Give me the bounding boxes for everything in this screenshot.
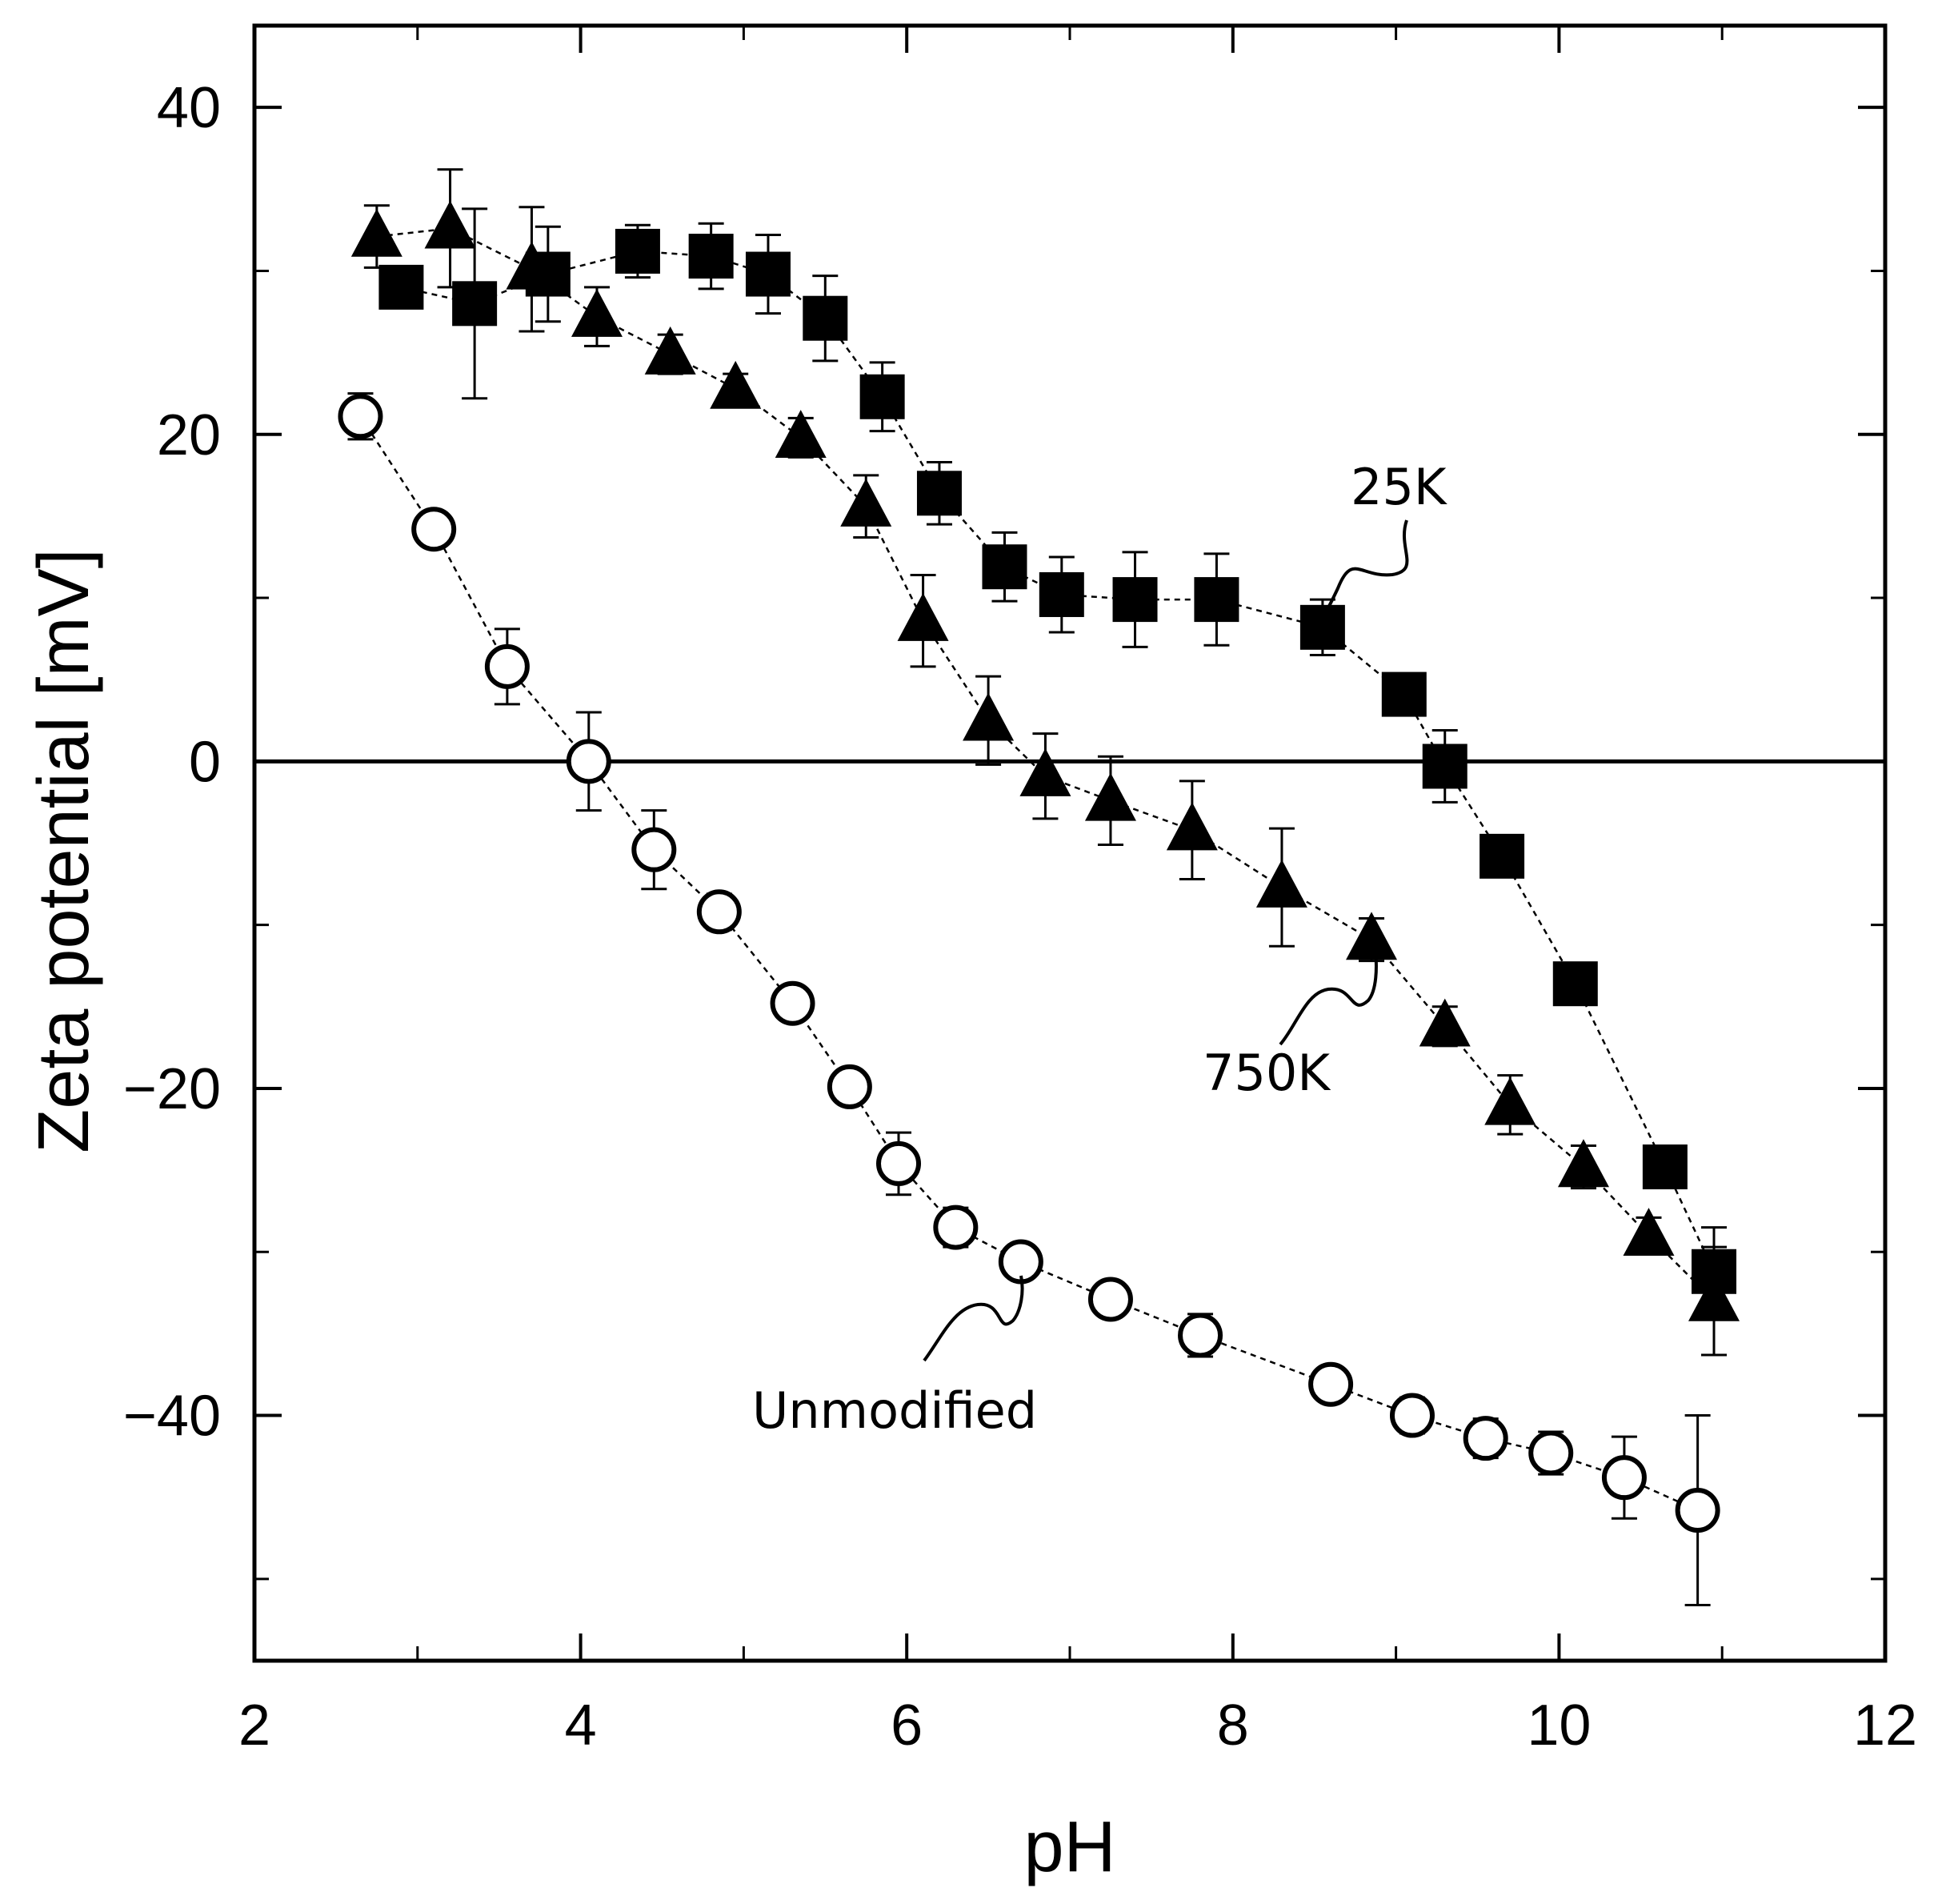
series-unmodified (338, 392, 1720, 1607)
data-point-25k (745, 251, 791, 297)
data-point-unmodified (770, 980, 815, 1026)
data-point-unmodified (1308, 1361, 1354, 1407)
data-point-750k (775, 410, 827, 459)
data-point-unmodified (933, 1205, 979, 1250)
data-point-25k (1422, 744, 1468, 789)
data-point-750k (350, 208, 402, 257)
y-tick-label: 40 (157, 76, 221, 140)
data-point-750k (424, 200, 476, 249)
leader-line-750k (1279, 944, 1378, 1046)
data-point-unmodified (1087, 1277, 1133, 1322)
data-point-25k (1039, 571, 1084, 617)
series-750k (350, 168, 1740, 1357)
annotation-750k: 750K (1203, 1044, 1331, 1102)
data-point-750k (710, 360, 762, 409)
data-point-25k (803, 295, 848, 341)
data-point-25k (688, 234, 734, 279)
data-point-25k (452, 281, 498, 327)
data-point-25k (615, 228, 660, 274)
data-point-750k (1019, 748, 1071, 796)
plot-frame (252, 23, 1888, 1663)
data-point-25k (1642, 1144, 1688, 1190)
plot-marks: 2 4 6 8 10 12 40 20 0 −20 −40 (123, 23, 1917, 1758)
data-point-unmodified (1178, 1313, 1223, 1358)
data-point-unmodified (1675, 1488, 1720, 1533)
data-point-unmodified (827, 1064, 872, 1109)
data-point-25k (982, 544, 1027, 590)
x-tick-label: 4 (565, 1694, 597, 1758)
series-line-unmodified (359, 415, 1699, 1512)
data-point-750k (1688, 1273, 1740, 1321)
y-axis-label: Zeta potential [mV] (24, 548, 104, 1152)
data-point-unmodified (1463, 1416, 1508, 1461)
data-point-25k (1552, 961, 1598, 1007)
annotation-unmodified: Unmodified (752, 1381, 1037, 1440)
data-point-unmodified (484, 643, 530, 689)
leader-line-25k (1323, 519, 1409, 616)
data-point-750k (1419, 998, 1471, 1047)
annotation-25k: 25K (1351, 458, 1447, 516)
data-point-750k (506, 241, 558, 290)
data-point-unmodified (1528, 1430, 1574, 1476)
data-point-750k (644, 326, 696, 375)
data-point-25k (1381, 671, 1427, 717)
y-tick-label: −20 (123, 1057, 221, 1121)
data-point-750k (963, 692, 1015, 741)
y-tick-label: −40 (123, 1385, 221, 1449)
data-point-750k (1557, 1139, 1609, 1188)
data-point-750k (1084, 772, 1136, 821)
data-point-unmodified (411, 507, 457, 552)
data-point-750k (1623, 1208, 1675, 1257)
data-point-unmodified (1601, 1455, 1647, 1501)
data-point-750k (1166, 802, 1218, 851)
data-point-unmodified (998, 1239, 1043, 1285)
series-25k (378, 207, 1737, 1317)
y-tick-label: 0 (189, 730, 221, 794)
data-point-25k (916, 471, 962, 516)
data-point-unmodified (876, 1140, 922, 1186)
data-point-25k (1299, 604, 1345, 650)
data-point-750k (1255, 859, 1307, 908)
data-point-750k (840, 478, 892, 527)
data-point-25k (378, 264, 424, 310)
data-point-25k (859, 374, 905, 419)
data-point-unmodified (566, 739, 611, 784)
x-tick-label: 10 (1527, 1694, 1591, 1758)
data-point-unmodified (631, 827, 677, 872)
x-axis-label: pH (1023, 1807, 1115, 1887)
data-point-25k (1112, 577, 1158, 623)
data-point-unmodified (1389, 1393, 1435, 1438)
data-point-unmodified (696, 889, 742, 935)
x-tick-label: 12 (1853, 1694, 1917, 1758)
data-point-750k (1484, 1076, 1536, 1125)
leader-line-unmodified (923, 1275, 1024, 1362)
data-point-25k (1194, 577, 1239, 623)
data-point-750k (1346, 912, 1398, 960)
x-tick-label: 6 (891, 1694, 923, 1758)
x-tick-label: 2 (238, 1694, 270, 1758)
y-tick-label: 20 (157, 403, 221, 467)
series-line-750k (376, 227, 1715, 1302)
x-tick-label: 8 (1217, 1694, 1249, 1758)
data-point-750k (571, 288, 623, 337)
data-point-unmodified (338, 394, 383, 439)
data-point-750k (897, 592, 949, 641)
data-point-25k (1480, 833, 1525, 879)
